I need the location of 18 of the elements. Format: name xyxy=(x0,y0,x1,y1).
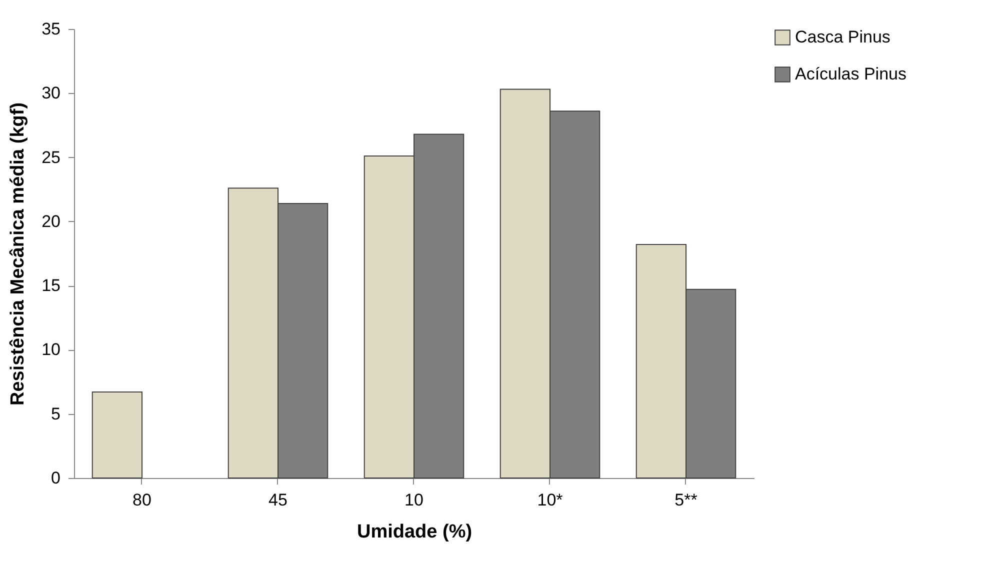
y-tick-label: 5 xyxy=(51,404,60,424)
x-axis-title: Umidade (%) xyxy=(356,522,472,542)
y-tick-label: 30 xyxy=(42,84,60,103)
y-tick-label: 10 xyxy=(42,340,60,360)
y-tick-label: 15 xyxy=(42,276,60,296)
y-tick-label: 20 xyxy=(42,212,60,231)
x-tick-label: 45 xyxy=(268,490,288,510)
bar xyxy=(92,392,142,478)
x-tick-label: 10* xyxy=(537,490,564,510)
x-tick-label: 5** xyxy=(674,490,698,510)
y-tick-label: 0 xyxy=(51,468,60,488)
y-axis-title: Resistência Mecânica média (kgf) xyxy=(8,102,29,406)
legend-label: Casca Pinus xyxy=(795,28,890,46)
legend-label: Acículas Pinus xyxy=(795,64,906,84)
y-tick-label: 25 xyxy=(42,148,60,167)
x-tick-label: 10 xyxy=(404,490,424,510)
y-tick-label: 35 xyxy=(42,20,60,38)
x-tick-label: 80 xyxy=(132,490,152,510)
